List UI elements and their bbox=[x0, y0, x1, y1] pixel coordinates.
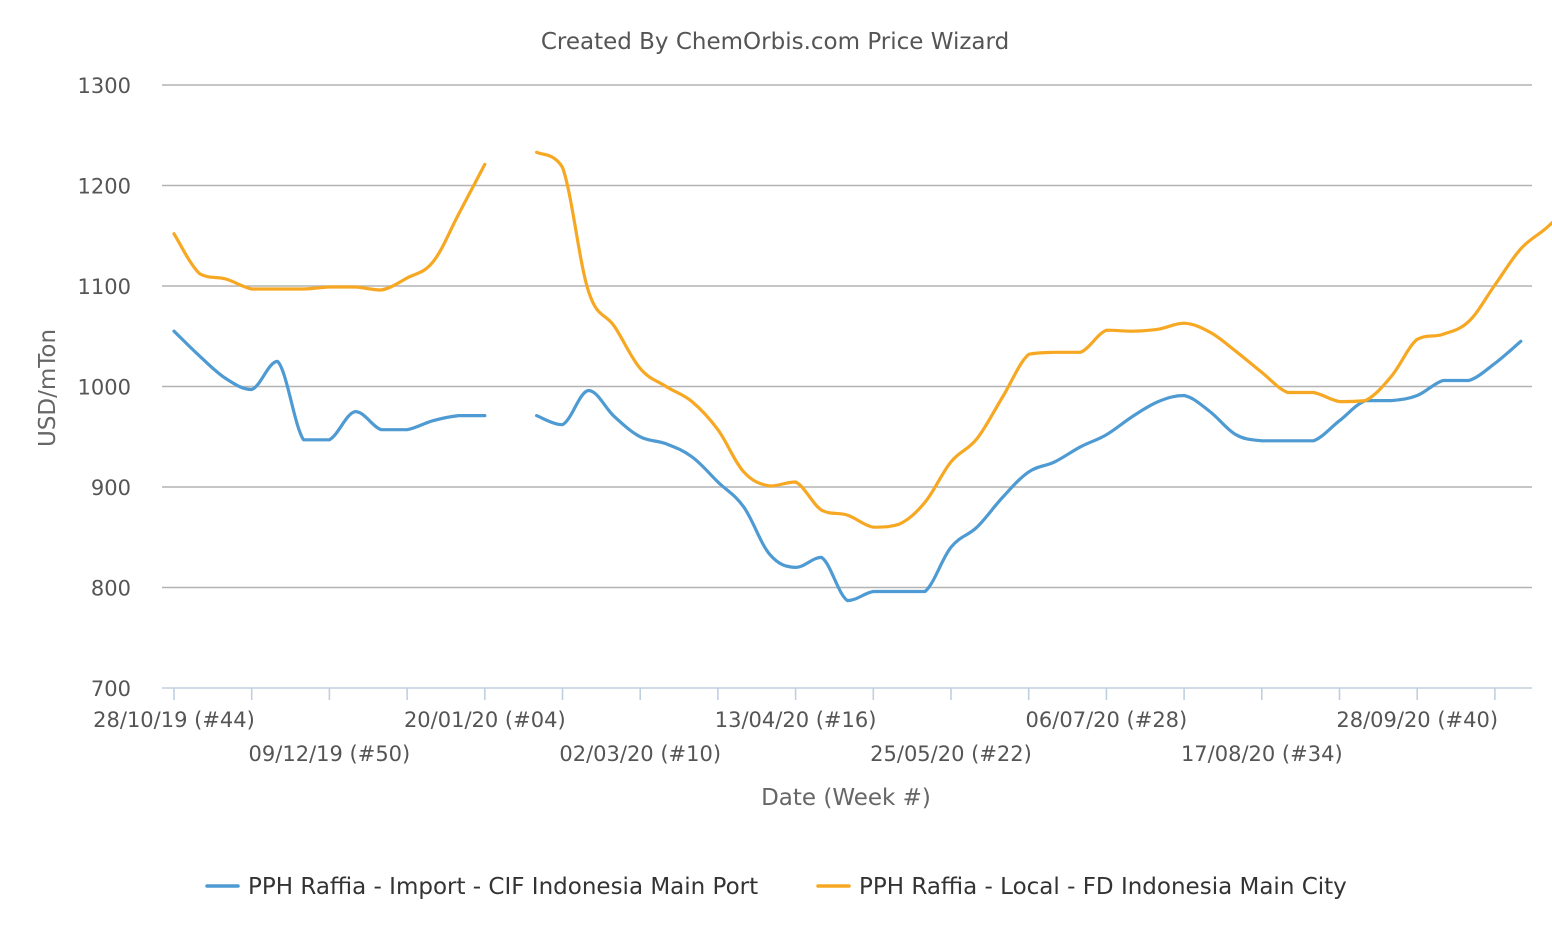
y-axis-label: USD/mTon bbox=[35, 329, 61, 447]
legend-label-2[interactable]: PPH Raffia - Local - FD Indonesia Main C… bbox=[859, 874, 1347, 900]
y-axis-tick-labels: 700 800 900 1000 1100 1200 1300 bbox=[78, 74, 131, 701]
series-1-line-segment-1[interactable] bbox=[172, 329, 487, 442]
series-1 bbox=[172, 329, 1523, 603]
y-tick-label: 700 bbox=[91, 677, 131, 701]
series-2-line-segment-2[interactable] bbox=[535, 150, 1552, 529]
y-tick-label: 800 bbox=[91, 577, 131, 601]
y-tick-label: 900 bbox=[91, 476, 131, 500]
x-axis: 28/10/19 (#44) 09/12/19 (#50) 20/01/20 (#0… bbox=[93, 687, 1532, 766]
legend-label-1[interactable]: PPH Raffia - Import - CIF Indonesia Main… bbox=[248, 874, 758, 900]
x-tick-label: 13/04/20 (#16) bbox=[715, 708, 877, 732]
x-tick-label: 09/12/19 (#50) bbox=[249, 742, 411, 766]
y-tick-label: 1000 bbox=[78, 376, 131, 400]
series-2-line-segment-1[interactable] bbox=[172, 162, 487, 292]
x-axis-label: Date (Week #) bbox=[761, 785, 931, 811]
grid-lines bbox=[162, 84, 1532, 589]
x-tick-label: 28/10/19 (#44) bbox=[93, 708, 255, 732]
series-lines bbox=[172, 150, 1552, 603]
x-tick-label: 28/09/20 (#40) bbox=[1336, 708, 1498, 732]
x-tick-label: 25/05/20 (#22) bbox=[870, 742, 1032, 766]
y-tick-label: 1100 bbox=[78, 275, 131, 299]
x-tick-label: 06/07/20 (#28) bbox=[1026, 708, 1188, 732]
series-1-line-segment-2[interactable] bbox=[535, 339, 1523, 603]
x-tick-label: 17/08/20 (#34) bbox=[1181, 742, 1343, 766]
chart-title: Created By ChemOrbis.com Price Wizard bbox=[541, 29, 1009, 55]
series-2 bbox=[172, 150, 1552, 529]
x-tick-label: 20/01/20 (#04) bbox=[404, 708, 566, 732]
y-tick-label: 1300 bbox=[78, 74, 131, 98]
x-tick-label: 02/03/20 (#10) bbox=[559, 742, 721, 766]
legend: PPH Raffia - Import - CIF Indonesia Main… bbox=[205, 874, 1347, 900]
y-tick-label: 1200 bbox=[78, 175, 131, 199]
